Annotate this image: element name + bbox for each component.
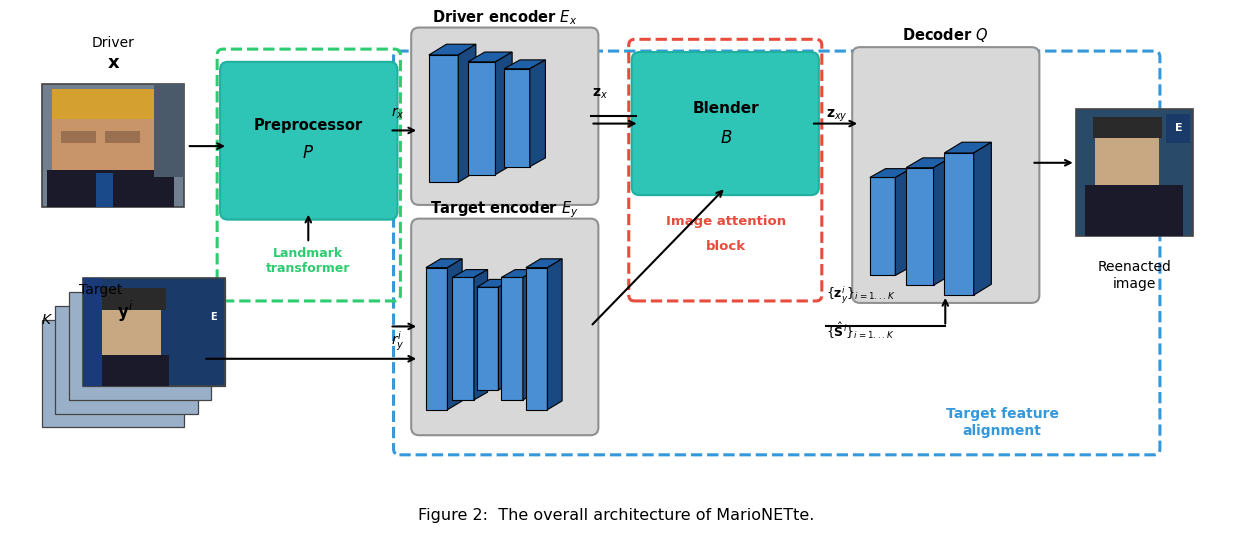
Text: Target: Target [79, 283, 122, 297]
Bar [1075, 109, 1194, 236]
Bar [154, 84, 184, 177]
FancyBboxPatch shape [852, 47, 1039, 303]
Text: $\mathbf{z}_{xy}$: $\mathbf{z}_{xy}$ [826, 107, 847, 124]
Polygon shape [425, 259, 462, 268]
Text: Target feature
alignment: Target feature alignment [946, 407, 1059, 437]
Text: Driver: Driver [91, 36, 134, 50]
Bar [159, 89, 179, 129]
Polygon shape [530, 60, 545, 167]
Bar [69, 292, 211, 400]
Text: E: E [210, 311, 217, 321]
Bar [1094, 117, 1161, 138]
Text: $\{\mathbf{z}_y^i\}_{i=1...K}$: $\{\mathbf{z}_y^i\}_{i=1...K}$ [826, 285, 895, 306]
Polygon shape [459, 44, 476, 183]
Bar [1095, 134, 1159, 187]
Polygon shape [477, 287, 498, 390]
Text: $\mathbf{x}$: $\mathbf{x}$ [106, 54, 120, 72]
Text: $\{\hat{\mathbf{S}}^i\}_{i=1...K}$: $\{\hat{\mathbf{S}}^i\}_{i=1...K}$ [826, 321, 894, 341]
Text: Image attention: Image attention [666, 215, 785, 228]
Text: $\mathbf{y}^i$: $\mathbf{y}^i$ [117, 299, 133, 324]
Bar [106, 131, 139, 143]
FancyBboxPatch shape [631, 52, 819, 195]
Polygon shape [974, 142, 991, 295]
Text: Decoder $Q$: Decoder $Q$ [903, 26, 989, 44]
Text: $r_y^i$: $r_y^i$ [391, 329, 404, 353]
Text: E: E [1175, 123, 1182, 134]
Polygon shape [944, 142, 991, 153]
Polygon shape [525, 259, 562, 268]
Text: Blender: Blender [693, 101, 760, 116]
Polygon shape [504, 69, 530, 167]
Text: $P$: $P$ [302, 144, 314, 162]
Polygon shape [425, 268, 448, 410]
Text: Figure 2:  The overall architecture of MarioNETte.: Figure 2: The overall architecture of Ma… [418, 508, 815, 523]
Text: $r_x$: $r_x$ [391, 106, 404, 121]
Bar [102, 288, 166, 310]
Bar [96, 355, 169, 386]
Bar [83, 278, 224, 386]
FancyBboxPatch shape [219, 62, 397, 219]
Polygon shape [869, 177, 895, 276]
Polygon shape [473, 270, 487, 400]
Polygon shape [944, 153, 974, 295]
Polygon shape [547, 259, 562, 410]
Polygon shape [502, 270, 536, 278]
Bar [42, 84, 184, 207]
Text: $B$: $B$ [720, 129, 732, 147]
Text: Reenacted
image: Reenacted image [1097, 261, 1171, 290]
FancyBboxPatch shape [411, 218, 598, 435]
Bar [102, 305, 162, 359]
Polygon shape [453, 270, 487, 278]
Bar [96, 172, 113, 207]
FancyBboxPatch shape [411, 28, 598, 205]
Polygon shape [906, 168, 933, 285]
Text: Driver encoder $E_x$: Driver encoder $E_x$ [432, 9, 577, 27]
Polygon shape [502, 278, 523, 400]
Bar [52, 104, 169, 172]
Polygon shape [504, 60, 545, 69]
Bar [47, 170, 174, 207]
Bar [83, 278, 102, 386]
Polygon shape [906, 158, 951, 168]
Polygon shape [469, 52, 512, 62]
Bar [52, 89, 164, 119]
Polygon shape [429, 44, 476, 55]
Polygon shape [448, 259, 462, 410]
Bar [55, 306, 197, 414]
Bar [42, 319, 184, 427]
Text: block: block [705, 240, 746, 253]
Text: Target encoder $E_y$: Target encoder $E_y$ [430, 200, 578, 220]
Bar [83, 278, 224, 386]
Polygon shape [895, 169, 911, 276]
Polygon shape [429, 55, 459, 183]
Polygon shape [525, 268, 547, 410]
Text: Landmark
transformer: Landmark transformer [266, 247, 350, 275]
Polygon shape [523, 270, 536, 400]
Polygon shape [869, 169, 911, 177]
Text: $K$: $K$ [41, 312, 53, 327]
Polygon shape [453, 278, 473, 400]
Bar [62, 131, 96, 143]
Bar [1085, 185, 1184, 236]
Polygon shape [496, 52, 512, 175]
Text: $\mathbf{z}_x$: $\mathbf{z}_x$ [592, 87, 608, 101]
Bar [1165, 114, 1190, 143]
Text: Preprocessor: Preprocessor [254, 118, 363, 133]
Polygon shape [469, 62, 496, 175]
Polygon shape [933, 158, 951, 285]
Polygon shape [477, 279, 512, 287]
Polygon shape [498, 279, 512, 390]
